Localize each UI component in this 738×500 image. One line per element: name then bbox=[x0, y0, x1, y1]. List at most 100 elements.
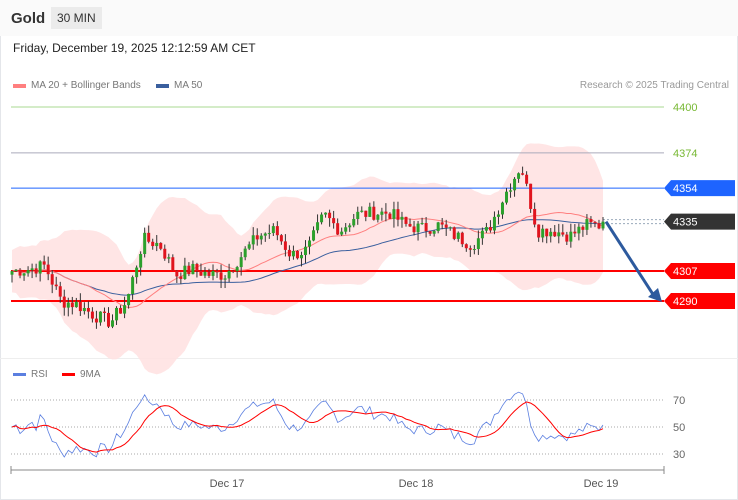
legend-rsi: RSI bbox=[13, 369, 48, 380]
candle-body bbox=[199, 271, 203, 276]
candle-body bbox=[235, 267, 239, 272]
rsi-level-label: 30 bbox=[673, 449, 685, 461]
rsi-level-label: 50 bbox=[673, 422, 685, 434]
candle-body bbox=[533, 208, 537, 225]
candle bbox=[424, 217, 428, 238]
candle-body bbox=[396, 209, 400, 220]
candle-body bbox=[26, 270, 30, 274]
candle-body bbox=[597, 223, 601, 229]
credit: Research © 2025 Trading Central bbox=[579, 80, 729, 91]
candle-body bbox=[203, 271, 207, 276]
ma9-swatch bbox=[62, 373, 75, 376]
candle bbox=[10, 270, 14, 283]
candle bbox=[275, 221, 279, 241]
candle-body bbox=[243, 248, 247, 258]
level-tag-bg bbox=[664, 213, 735, 230]
forecast-arrow bbox=[604, 220, 657, 299]
candle bbox=[492, 211, 496, 235]
candle bbox=[525, 171, 529, 187]
candle-body bbox=[573, 231, 577, 234]
candle-body bbox=[143, 232, 147, 254]
candle-body bbox=[106, 312, 110, 327]
candle-body bbox=[163, 248, 167, 259]
candle bbox=[159, 242, 163, 251]
candle-body bbox=[320, 214, 324, 223]
candle bbox=[308, 236, 312, 255]
candle-body bbox=[428, 231, 432, 234]
candle-body bbox=[175, 270, 179, 277]
candle-body bbox=[22, 273, 26, 276]
candle-body bbox=[82, 307, 86, 312]
candle-body bbox=[436, 222, 440, 232]
candle-body bbox=[271, 226, 275, 234]
level-tag-4354: 4354 bbox=[664, 180, 735, 197]
candle bbox=[460, 231, 464, 248]
candle bbox=[360, 206, 364, 213]
candle-body bbox=[585, 219, 589, 230]
candle-body bbox=[448, 227, 452, 229]
candle bbox=[62, 289, 66, 316]
candle-body bbox=[400, 216, 404, 220]
candle bbox=[416, 220, 420, 241]
candle-body bbox=[356, 211, 360, 219]
candle-body bbox=[412, 226, 416, 233]
candle-body bbox=[424, 223, 428, 232]
candle bbox=[392, 201, 396, 228]
candle-body bbox=[263, 233, 267, 236]
candle bbox=[299, 251, 303, 267]
candle bbox=[291, 245, 295, 260]
candle-body bbox=[549, 231, 553, 237]
timeframe-button[interactable]: 30 MIN bbox=[51, 7, 102, 29]
candle-body bbox=[557, 232, 561, 237]
candle-body bbox=[517, 173, 521, 179]
ma9-label: 9MA bbox=[80, 369, 101, 380]
candle bbox=[408, 218, 412, 228]
candle-body bbox=[312, 230, 316, 241]
candle bbox=[597, 219, 601, 230]
candle-body bbox=[167, 257, 171, 259]
candle bbox=[147, 225, 151, 244]
instrument-title: Gold bbox=[11, 10, 46, 27]
candle bbox=[368, 202, 372, 217]
candle-body bbox=[247, 244, 251, 249]
candle bbox=[509, 183, 513, 198]
candle bbox=[135, 265, 139, 284]
panel-divider bbox=[0, 358, 738, 359]
candle bbox=[376, 214, 380, 223]
level-tag-bg bbox=[664, 263, 735, 280]
candle bbox=[537, 224, 541, 242]
candle bbox=[452, 226, 456, 241]
candle-body bbox=[66, 302, 70, 308]
candle-body bbox=[303, 246, 307, 256]
candle bbox=[372, 201, 376, 221]
candle-body bbox=[123, 305, 127, 314]
ma20-line bbox=[11, 212, 604, 309]
candle-body bbox=[332, 218, 336, 224]
candle bbox=[420, 217, 424, 225]
candle bbox=[312, 226, 316, 242]
candle-body bbox=[111, 320, 115, 327]
candle-body bbox=[324, 212, 328, 215]
level-tag-4335: 4335 bbox=[664, 213, 735, 230]
level-tag-bg bbox=[664, 292, 735, 309]
candle bbox=[440, 218, 444, 230]
candle-body bbox=[183, 265, 187, 279]
candle-body bbox=[541, 228, 545, 238]
candle-body bbox=[348, 225, 352, 228]
candle-body bbox=[509, 190, 513, 192]
candle-body bbox=[147, 232, 151, 242]
candle bbox=[179, 272, 183, 284]
candle bbox=[480, 227, 484, 245]
candle-body bbox=[500, 202, 504, 215]
level-tag-4307: 4307 bbox=[664, 263, 735, 280]
candle bbox=[243, 246, 247, 261]
candle bbox=[549, 228, 553, 243]
ma50-swatch bbox=[156, 83, 169, 88]
candle bbox=[565, 231, 569, 246]
candle bbox=[344, 223, 348, 235]
candle bbox=[255, 228, 259, 246]
candle bbox=[533, 202, 537, 228]
candle-body bbox=[207, 271, 211, 276]
candle-body bbox=[179, 276, 183, 279]
